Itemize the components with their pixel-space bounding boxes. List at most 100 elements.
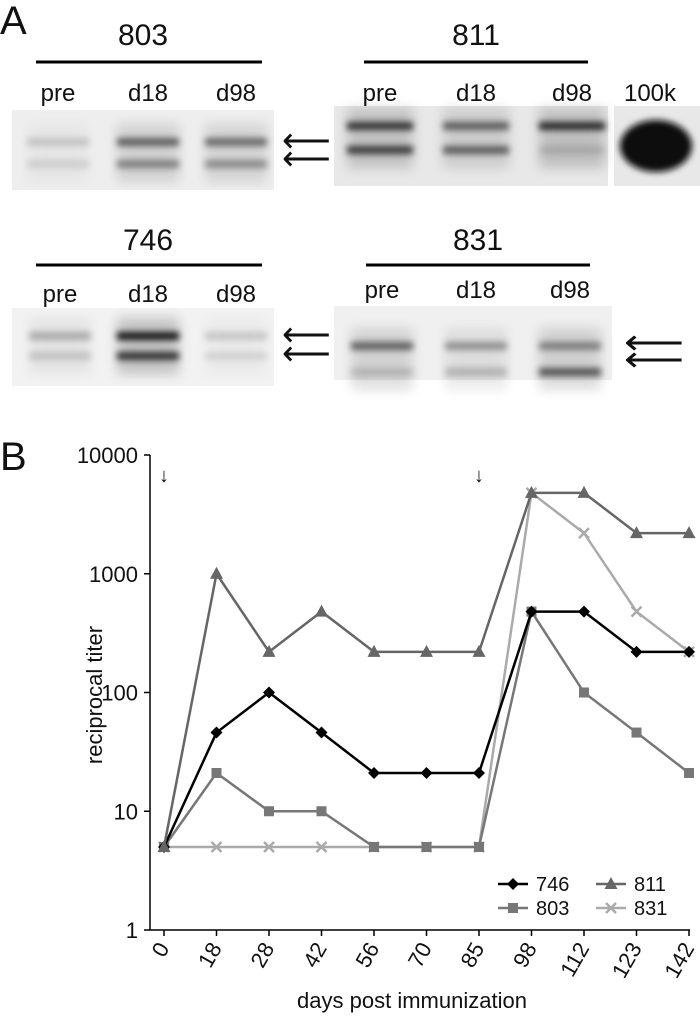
lane-smear <box>443 108 509 168</box>
legend: 746 811 803 831 <box>498 874 667 920</box>
titer-chart: 1 10 100 1000 10000 0 18 28 42 56 70 85 98 112 123 142… <box>77 443 700 1013</box>
lane-label: pre <box>363 80 398 107</box>
band <box>117 352 179 360</box>
data-point <box>210 726 223 739</box>
lane-smear <box>117 318 179 374</box>
data-point <box>577 485 591 498</box>
data-point <box>525 605 538 618</box>
data-point <box>630 526 643 539</box>
lane-label: pre <box>43 281 78 308</box>
series-line <box>162 491 689 848</box>
lane-label: d18 <box>128 281 168 308</box>
band <box>539 122 605 130</box>
x-tick-label: 123 <box>607 938 647 982</box>
band <box>117 332 179 340</box>
lane-smear <box>205 318 267 374</box>
x-tick-label: 142 <box>659 938 699 982</box>
band <box>351 342 413 350</box>
data-point <box>578 527 590 539</box>
band <box>117 138 179 146</box>
lane-label: d18 <box>456 277 496 304</box>
blot-831: 831 pre d18 d98 ⟵ ⟵ <box>334 224 684 390</box>
band <box>445 368 507 376</box>
x-tick-label: 70 <box>403 938 437 972</box>
data-point <box>367 644 381 657</box>
legend-item-746: 746 <box>498 874 569 896</box>
data-point <box>683 645 695 658</box>
data-point <box>263 686 275 699</box>
data-point <box>157 839 171 852</box>
band <box>539 342 601 350</box>
band <box>539 368 601 376</box>
x-tick-label: 18 <box>193 938 227 972</box>
data-point <box>682 526 696 539</box>
lane-smear <box>347 108 413 168</box>
arrow-upper: ⟵ <box>282 122 331 160</box>
band <box>117 160 179 168</box>
lane-smear <box>351 328 413 390</box>
immunization-arrow: ↓ <box>159 465 169 487</box>
arrow-upper: ⟵ <box>624 324 684 362</box>
x-tick-label: 56 <box>350 938 384 972</box>
data-point <box>508 903 518 913</box>
band <box>205 352 267 360</box>
lane-label: pre <box>41 80 76 107</box>
lane-smear <box>27 124 89 182</box>
band <box>205 160 267 168</box>
data-point <box>474 841 484 852</box>
data-point <box>210 566 223 579</box>
data-point <box>630 645 643 658</box>
x-tick-label: 112 <box>555 938 594 981</box>
lane-label: pre <box>365 277 400 304</box>
band <box>539 146 605 154</box>
legend-item-803: 803 <box>498 898 569 920</box>
blot-title: 803 <box>118 19 168 52</box>
data-point <box>578 605 590 618</box>
y-axis-label: reciprocal titer <box>82 626 107 764</box>
legend-item-811: 811 <box>596 874 666 896</box>
x-tick-label: 28 <box>245 938 279 972</box>
lane-smear <box>539 328 601 390</box>
lane-smear <box>117 124 179 182</box>
y-tick-label: 1000 <box>89 562 138 587</box>
data-point <box>421 841 432 852</box>
band <box>347 146 413 154</box>
blot-811: 811 pre d18 d98 100k <box>334 19 700 186</box>
legend-label: 811 <box>634 874 666 896</box>
x-tick-label: 85 <box>455 938 489 972</box>
x-axis-label: days post immunization <box>297 988 527 1013</box>
data-point <box>315 604 328 617</box>
arrow-lower: ⟵ <box>624 341 684 379</box>
data-point <box>684 767 694 778</box>
band <box>347 122 413 130</box>
data-point <box>264 806 274 817</box>
band <box>29 352 91 360</box>
legend-label: 746 <box>536 874 569 896</box>
blot-803: 803 pre d18 d98 ⟵ ⟵ <box>12 19 331 190</box>
band <box>29 332 91 340</box>
lane-label: d98 <box>216 80 256 107</box>
lane-smear <box>445 328 507 390</box>
lane-smear <box>205 124 267 182</box>
lane-label: d98 <box>216 281 256 308</box>
y-tick-label: 100 <box>101 681 138 706</box>
band <box>445 342 507 350</box>
data-point <box>605 902 617 914</box>
data-point <box>420 766 433 779</box>
series-746 <box>158 605 695 853</box>
band-100k <box>620 120 692 172</box>
x-tick-label: 42 <box>298 938 332 972</box>
lane-label: d18 <box>456 80 496 107</box>
x-tick-label: 0 <box>147 938 175 961</box>
data-point <box>210 841 223 853</box>
legend-label: 831 <box>634 898 667 920</box>
blot-title: 811 <box>452 19 500 52</box>
data-point <box>368 766 380 779</box>
data-point <box>262 644 276 657</box>
blot-746: 746 pre d18 d98 ⟵ ⟵ <box>12 224 331 386</box>
data-point <box>472 644 486 657</box>
data-point <box>579 687 589 698</box>
data-point <box>630 605 643 618</box>
band <box>27 138 89 146</box>
